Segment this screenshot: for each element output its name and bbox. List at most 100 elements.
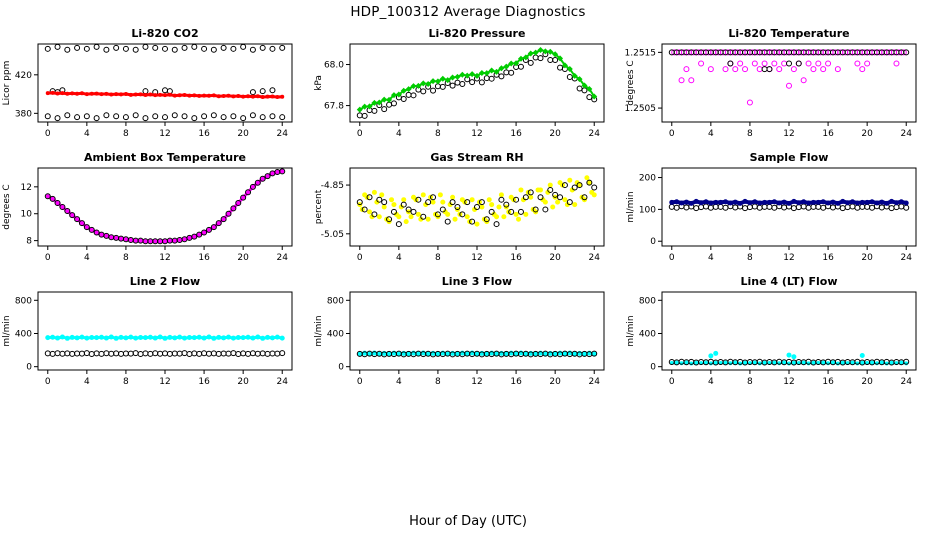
y-axis-label: percent (314, 189, 324, 224)
svg-text:8: 8 (435, 253, 441, 263)
svg-text:0: 0 (45, 253, 51, 263)
svg-text:12: 12 (159, 377, 170, 387)
chart-panel-li820-pressure: Li-820 Pressure kPa 0 4 8 12 16 20 24 67.8 68.0 (312, 26, 624, 150)
panel-title: Line 2 Flow (130, 275, 200, 288)
svg-text:200: 200 (639, 174, 656, 184)
chart-svg-line4-lt-flow: Line 4 (LT) Flow ml/min 0 4 8 12 16 20 24 0 400 800 (626, 275, 917, 387)
svg-text:20: 20 (861, 377, 873, 387)
chart-svg-line2-flow: Line 2 Flow ml/min 0 4 8 12 16 20 24 0 400 800 (2, 275, 293, 387)
svg-text:4: 4 (708, 253, 714, 263)
svg-text:400: 400 (639, 329, 656, 339)
chart-panel-gas-stream-rh: Gas Stream RH percent 0 4 8 12 16 20 24 -5.05 -4.8… (312, 150, 624, 274)
y-axis-label: Licor ppm (2, 61, 12, 106)
chart-svg-line3-flow: Line 3 Flow ml/min 0 4 8 12 16 20 24 0 400 800 (314, 275, 605, 387)
svg-text:12: 12 (471, 253, 482, 263)
figure-title: HDP_100312 Average Diagnostics (350, 4, 586, 20)
chart-svg-gas-stream-rh: Gas Stream RH percent 0 4 8 12 16 20 24 -5.05 -4.8… (314, 151, 605, 263)
svg-text:16: 16 (198, 377, 210, 387)
svg-text:400: 400 (15, 329, 32, 339)
svg-text:24: 24 (901, 129, 913, 139)
svg-text:4: 4 (84, 253, 90, 263)
svg-text:8: 8 (435, 377, 441, 387)
svg-text:20: 20 (237, 253, 249, 263)
svg-text:24: 24 (589, 129, 601, 139)
svg-text:16: 16 (822, 253, 834, 263)
svg-text:12: 12 (21, 183, 32, 193)
chart-panel-line4-lt-flow: Line 4 (LT) Flow ml/min 0 4 8 12 16 20 24 0 400 800 (624, 274, 936, 398)
svg-text:-4.85: -4.85 (321, 181, 344, 191)
y-axis-label: ml/min (314, 315, 324, 346)
svg-text:16: 16 (822, 377, 834, 387)
svg-text:0: 0 (669, 129, 675, 139)
svg-text:16: 16 (510, 377, 522, 387)
svg-text:24: 24 (901, 377, 913, 387)
svg-text:12: 12 (159, 129, 170, 139)
svg-text:800: 800 (15, 296, 32, 306)
svg-text:16: 16 (510, 253, 522, 263)
charts-grid: Li-820 CO2 Licor ppm 0 4 8 12 16 20 24 380 420 Li-8… (0, 26, 936, 398)
svg-text:400: 400 (327, 329, 344, 339)
svg-text:51.2515: 51.2515 (624, 48, 656, 58)
svg-text:0: 0 (669, 253, 675, 263)
svg-text:24: 24 (277, 129, 289, 139)
svg-text:420: 420 (15, 71, 32, 81)
svg-text:0: 0 (338, 363, 344, 373)
chart-panel-ambient-box-temperature: Ambient Box Temperature degrees C 0 4 8 12 16 2… (0, 150, 312, 274)
svg-text:4: 4 (84, 377, 90, 387)
svg-text:12: 12 (159, 253, 170, 263)
svg-text:4: 4 (396, 253, 402, 263)
panel-title: Li-820 CO2 (131, 27, 198, 40)
chart-svg-li820-temperature: Li-820 Temperature degrees C 0 4 8 12 16 20 24 51… (619, 27, 917, 139)
svg-text:12: 12 (783, 253, 794, 263)
x-axis-shared-label: Hour of Day (UTC) (409, 514, 527, 529)
svg-text:0: 0 (357, 377, 363, 387)
svg-text:20: 20 (237, 377, 249, 387)
chart-svg-sample-flow: Sample Flow ml/min 0 4 8 12 16 20 24 0 100 200 (626, 151, 917, 263)
panel-title: Li-820 Pressure (429, 27, 526, 40)
panel-title: Ambient Box Temperature (84, 151, 246, 164)
svg-text:4: 4 (84, 129, 90, 139)
chart-panel-sample-flow: Sample Flow ml/min 0 4 8 12 16 20 24 0 100 200 (624, 150, 936, 274)
svg-text:16: 16 (822, 129, 834, 139)
svg-text:12: 12 (783, 129, 794, 139)
svg-text:8: 8 (747, 377, 753, 387)
chart-svg-li820-pressure: Li-820 Pressure kPa 0 4 8 12 16 20 24 67.8 68.0 (314, 27, 605, 139)
svg-text:8: 8 (123, 377, 129, 387)
svg-text:24: 24 (277, 253, 289, 263)
svg-text:12: 12 (471, 377, 482, 387)
svg-text:20: 20 (861, 129, 873, 139)
svg-text:12: 12 (471, 129, 482, 139)
svg-text:16: 16 (510, 129, 522, 139)
svg-text:8: 8 (123, 129, 129, 139)
panel-title: Line 3 Flow (442, 275, 512, 288)
svg-text:4: 4 (708, 129, 714, 139)
svg-text:8: 8 (747, 129, 753, 139)
svg-text:16: 16 (198, 253, 210, 263)
svg-text:20: 20 (549, 129, 561, 139)
svg-text:4: 4 (396, 129, 402, 139)
svg-text:0: 0 (650, 363, 656, 373)
svg-text:0: 0 (357, 253, 363, 263)
panel-title: Line 4 (LT) Flow (741, 275, 838, 288)
svg-text:800: 800 (327, 296, 344, 306)
y-axis-label: ml/min (2, 315, 12, 346)
svg-text:4: 4 (708, 377, 714, 387)
svg-text:380: 380 (15, 109, 32, 119)
panel-title: Sample Flow (750, 151, 829, 164)
y-axis-label: ml/min (626, 315, 636, 346)
svg-text:0: 0 (650, 237, 656, 247)
svg-text:20: 20 (861, 253, 873, 263)
svg-text:16: 16 (198, 129, 210, 139)
chart-svg-ambient-box-temperature: Ambient Box Temperature degrees C 0 4 8 12 16 2… (2, 151, 293, 263)
chart-panel-li820-co2: Li-820 CO2 Licor ppm 0 4 8 12 16 20 24 380 420 (0, 26, 312, 150)
svg-text:24: 24 (589, 377, 601, 387)
svg-text:20: 20 (549, 253, 561, 263)
svg-text:0: 0 (26, 363, 32, 373)
svg-text:67.8: 67.8 (324, 102, 344, 112)
svg-text:800: 800 (639, 296, 656, 306)
svg-text:8: 8 (26, 237, 32, 247)
svg-text:12: 12 (783, 377, 794, 387)
svg-text:0: 0 (45, 377, 51, 387)
svg-text:10: 10 (21, 210, 33, 220)
